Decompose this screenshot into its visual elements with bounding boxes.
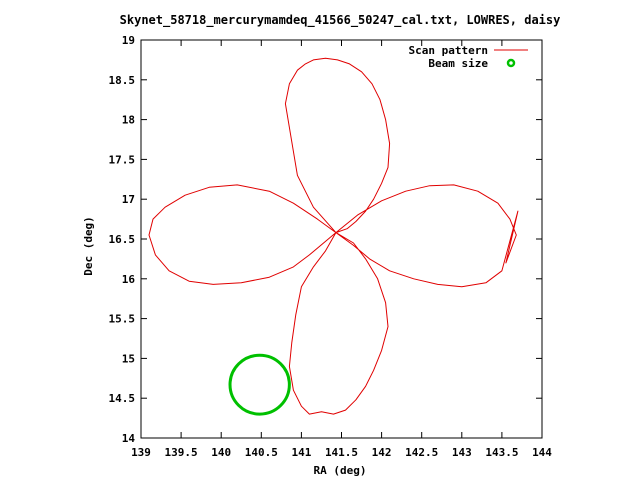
legend-scan-label: Scan pattern (409, 44, 488, 57)
x-tick-label: 142 (372, 446, 392, 459)
x-tick-label: 144 (532, 446, 552, 459)
y-tick-label: 18 (122, 114, 135, 127)
x-tick-label: 141 (291, 446, 311, 459)
series-layer (148, 57, 519, 416)
scan-pattern-line (148, 57, 519, 415)
y-tick-label: 16.5 (109, 233, 136, 246)
y-tick-label: 14.5 (109, 392, 136, 405)
y-axis-label: Dec (deg) (82, 216, 95, 276)
x-tick-label: 142.5 (405, 446, 438, 459)
y-tick-label: 19 (122, 34, 135, 47)
x-tick-label: 140.5 (245, 446, 278, 459)
x-axis-label: RA (deg) (314, 464, 367, 477)
chart-title: Skynet_58718_mercurymamdeq_41566_50247_c… (120, 13, 561, 28)
x-tick-label: 140 (211, 446, 231, 459)
legend-beam-label: Beam size (428, 57, 488, 70)
legend-beam-swatch (506, 58, 516, 68)
x-tick-label: 141.5 (325, 446, 358, 459)
y-tick-label: 18.5 (109, 74, 136, 87)
y-tick-label: 16 (122, 273, 136, 286)
y-tick-label: 17.5 (109, 153, 136, 166)
x-tick-label: 139.5 (165, 446, 198, 459)
x-tick-label: 143.5 (485, 446, 518, 459)
plot-area-border (140, 39, 543, 439)
y-tick-label: 15.5 (109, 313, 136, 326)
beam-size-circle (228, 353, 291, 416)
y-tick-label: 14 (122, 432, 136, 445)
x-tick-label: 139 (131, 446, 151, 459)
x-ticks: 139 139.5 140 140.5 141 141.5 142 142.5 143 143.5… (131, 40, 552, 459)
x-tick-label: 143 (452, 446, 472, 459)
y-tick-label: 17 (122, 193, 135, 206)
y-tick-label: 15 (122, 352, 135, 365)
y-ticks: 14 14.5 15 15.5 16 16.5 17 17.5 18 18.5 19 (109, 34, 542, 445)
